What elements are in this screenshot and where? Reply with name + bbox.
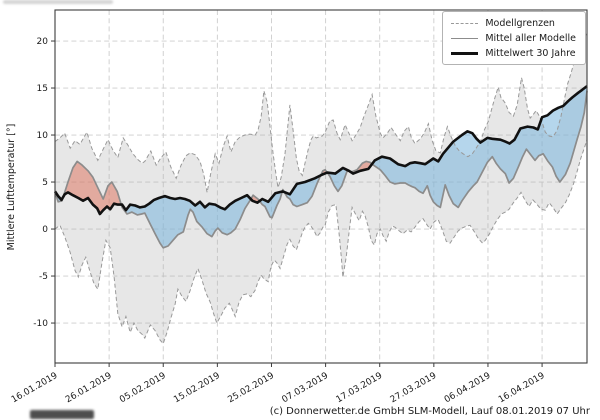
dashed-line-sample — [451, 22, 479, 24]
warm-anomaly-fill — [63, 161, 122, 214]
y-axis-label: Mittlere Lufttemperatur [°] — [6, 124, 17, 251]
x-tick-label: 27.03.2019 — [389, 371, 439, 406]
cropped-text-artifact-bottom — [30, 410, 94, 419]
legend-entry: Mittelwert 30 Jahre — [451, 47, 576, 59]
warm-anomaly-fill — [349, 161, 372, 174]
y-tick-label: 20 — [37, 37, 49, 47]
x-tick-label: 05.02.2019 — [118, 371, 168, 406]
thick-line-sample — [451, 51, 479, 55]
y-tick-label: -10 — [33, 319, 48, 329]
climate-mean-line — [53, 85, 588, 216]
cold-anomaly-fill — [372, 86, 587, 208]
model-range-lower-line — [54, 139, 588, 345]
y-tick-label: 15 — [37, 84, 48, 94]
chart-legend: Modellgrenzen Mittel aller Modelle Mitte… — [442, 11, 586, 65]
cold-anomaly-fill — [284, 175, 321, 207]
series-lines — [53, 33, 588, 345]
x-tick-label: 06.04.2019 — [443, 371, 493, 406]
legend-entry-label: Mittel aller Modelle — [485, 32, 576, 44]
model-range-band — [55, 33, 587, 344]
x-tick-label: 15.02.2019 — [172, 371, 222, 406]
x-tick-label: 16.04.2019 — [497, 371, 547, 406]
y-tick-label: 0 — [42, 225, 48, 235]
x-tick-label: 07.03.2019 — [280, 371, 330, 406]
x-tick-label: 16.01.2019 — [10, 371, 60, 406]
x-tick-label: 17.03.2019 — [335, 371, 385, 406]
legend-entry: Mittel aller Modelle — [451, 32, 576, 44]
y-tick-label: 5 — [42, 178, 48, 188]
y-tick-label: 10 — [37, 131, 49, 141]
cropped-text-artifact-top — [3, 0, 113, 4]
cold-anomaly-fill — [259, 191, 283, 218]
legend-entry: Modellgrenzen — [451, 17, 576, 29]
model-mean-line — [54, 90, 588, 249]
plot-border — [54, 9, 588, 364]
solid-line-sample — [451, 37, 479, 39]
model-range-band-fill — [55, 33, 587, 344]
copyright-caption: (c) Donnerwetter.de GmbH SLM-Modell, Lau… — [269, 406, 590, 417]
model-range-upper-line — [54, 33, 588, 193]
legend-entry-label: Modellgrenzen — [485, 17, 555, 29]
x-tick-label: 26.01.2019 — [64, 371, 114, 406]
x-tick-label: 25.02.2019 — [226, 371, 276, 406]
legend-entry-label: Mittelwert 30 Jahre — [485, 47, 576, 59]
y-tick-label: -5 — [39, 272, 48, 282]
